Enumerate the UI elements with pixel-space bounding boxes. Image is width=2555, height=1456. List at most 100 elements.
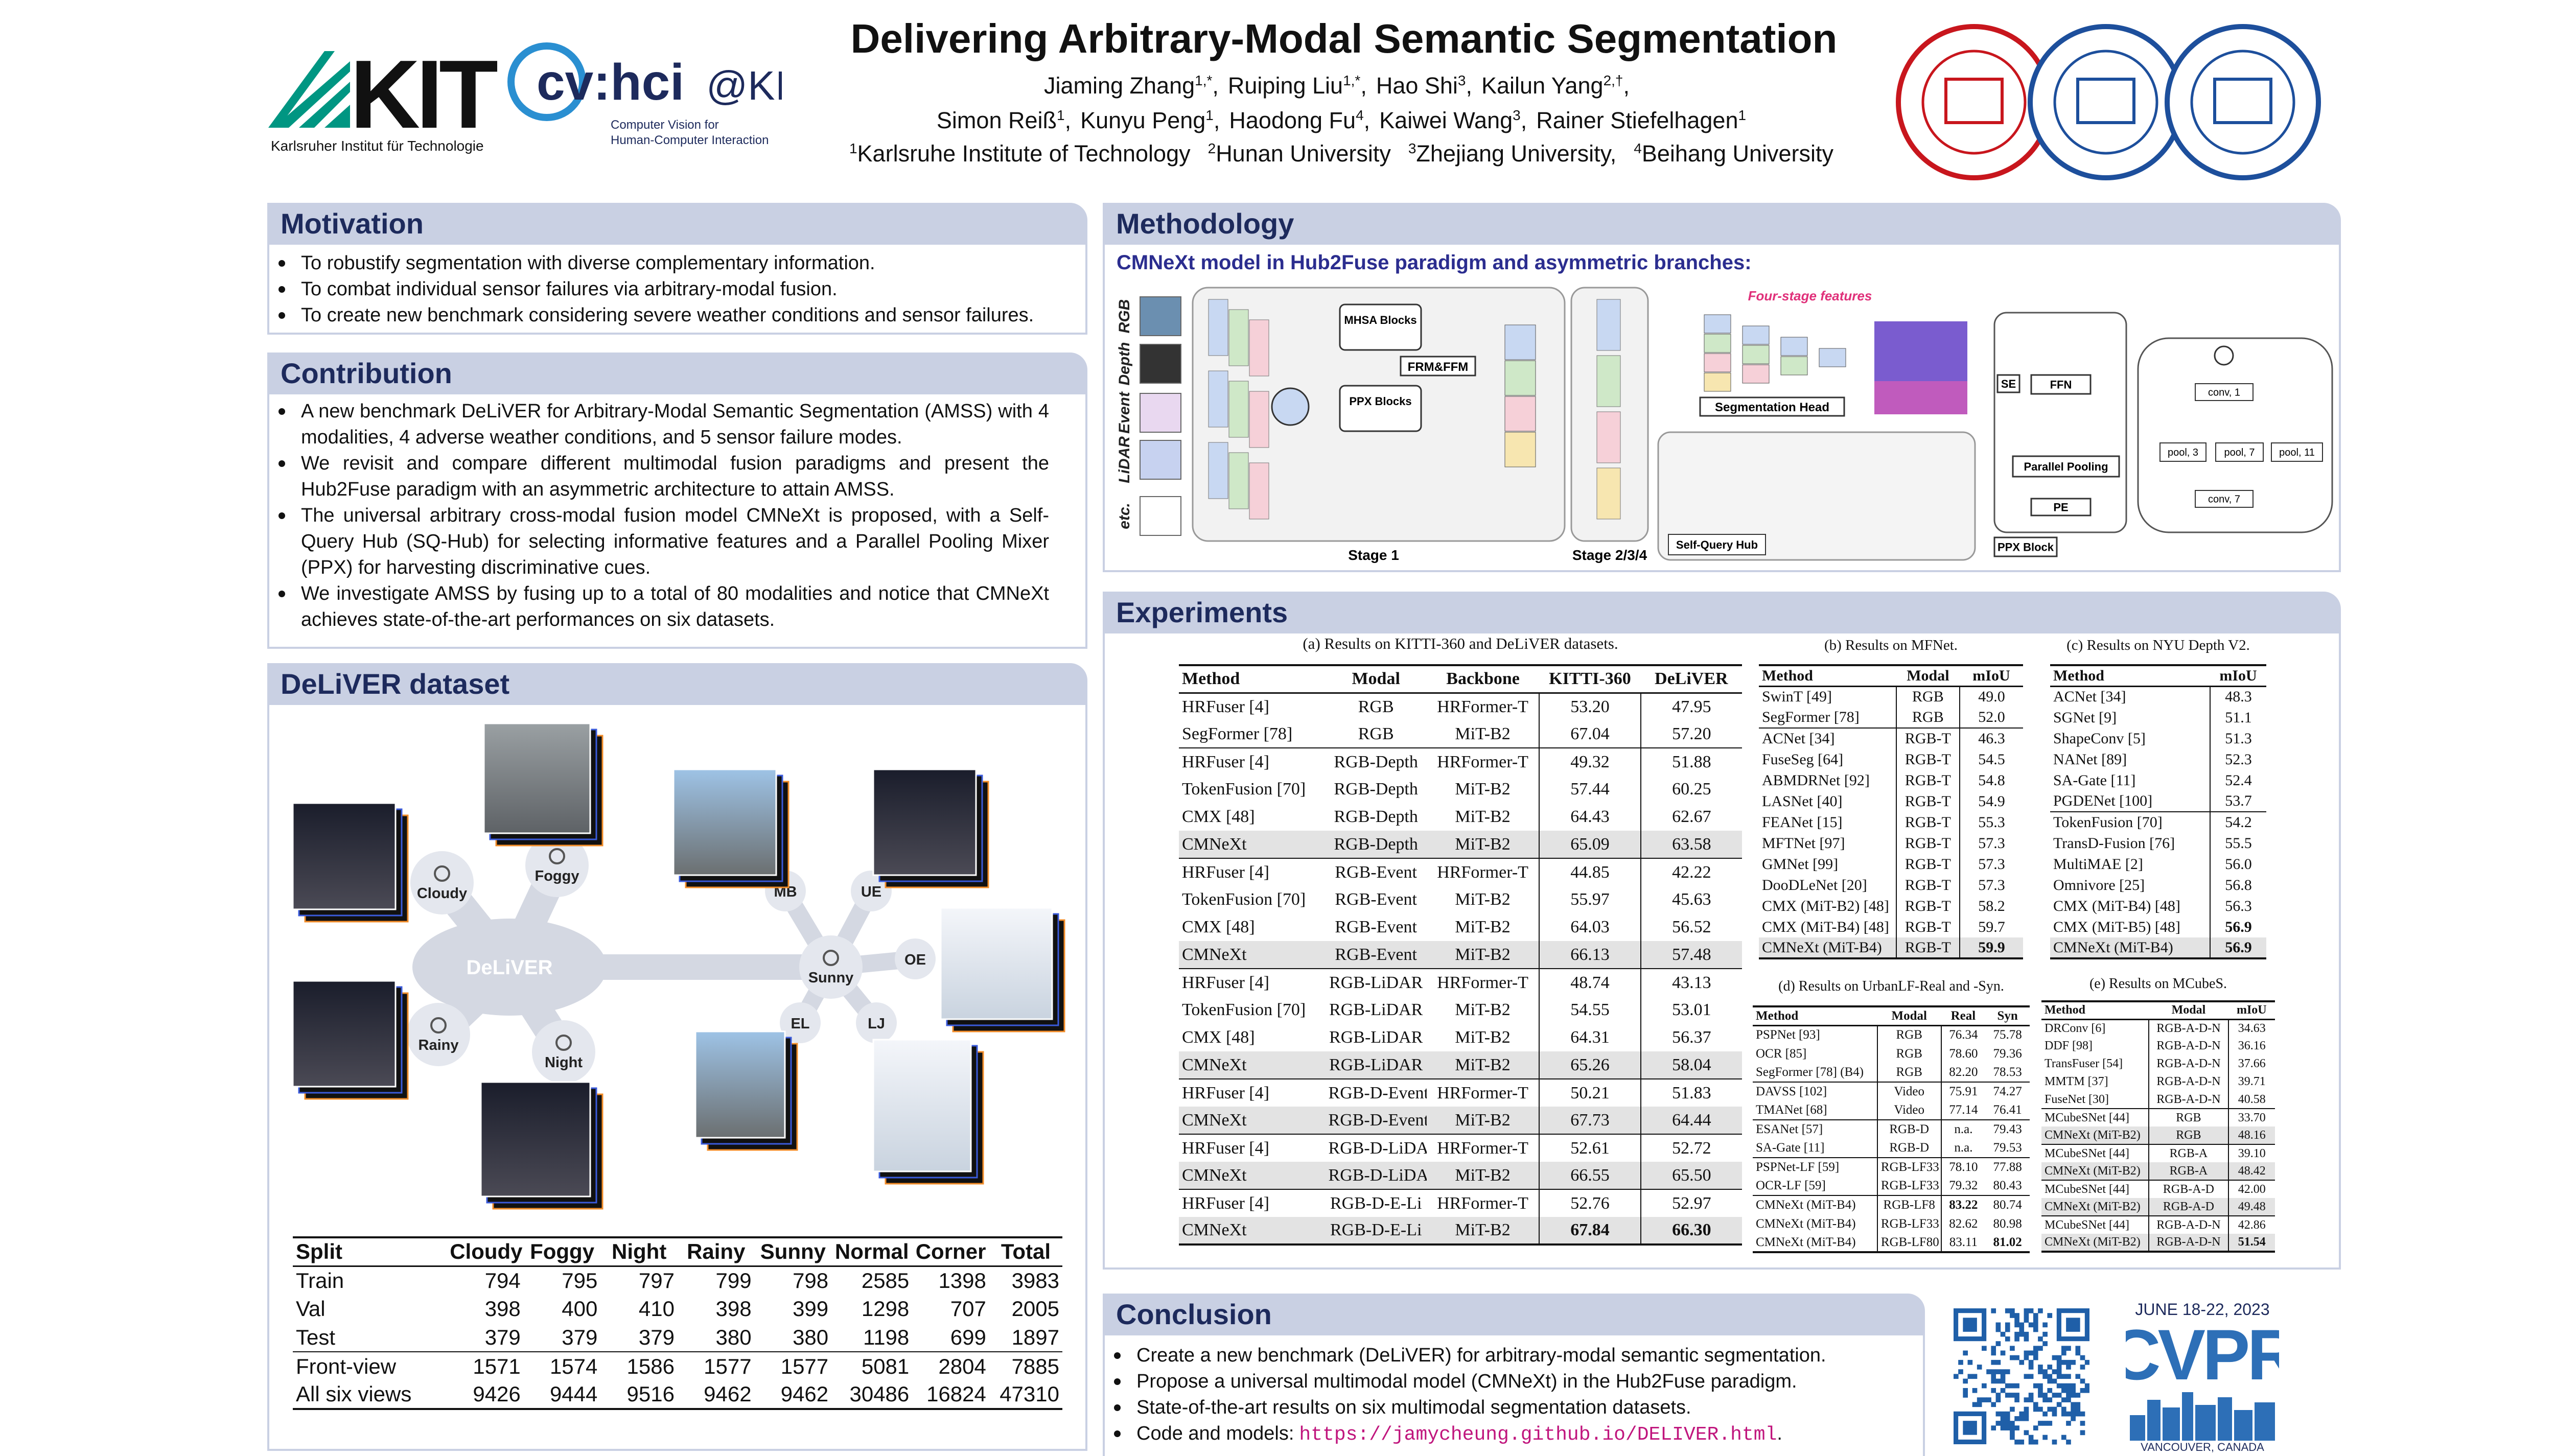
table-cell: 57.3	[1959, 833, 2023, 854]
table-cell: 50.21	[1539, 1079, 1641, 1107]
qr-cell	[2042, 1341, 2048, 1346]
header-cell: Syn	[1985, 1006, 2030, 1026]
qr-cell	[1967, 1374, 1973, 1379]
table-cell: MiT-B2	[1455, 1000, 1511, 1019]
header-row: Split Cloudy Foggy Night Rainy Sunny Normal Cor…	[293, 1237, 1062, 1267]
table-cell: 379	[447, 1323, 524, 1352]
qr-cell	[2056, 1383, 2062, 1389]
affil-name: Hunan University	[1216, 140, 1391, 167]
table-cell: RGB-LiDAR	[1325, 1051, 1427, 1079]
table-cell: 400	[562, 1297, 598, 1321]
qr-cell	[2066, 1383, 2071, 1389]
header-cell: Total	[989, 1237, 1062, 1267]
table-cell: RGB-D	[1876, 1139, 1941, 1158]
affil-number: 4	[1634, 140, 1642, 156]
table-row: TokenFusion [70] 54.2	[2050, 812, 2266, 833]
author-sep: ,	[1212, 73, 1219, 99]
table-cell: 65.50	[1640, 1162, 1742, 1190]
feature-cube	[1228, 381, 1249, 438]
table-cell: RGB-T	[1895, 875, 1960, 896]
table-cell: 46.3	[1959, 728, 2023, 749]
table-cell: RGB-LiDAR	[1329, 973, 1423, 992]
table-cell: 45.63	[1640, 886, 1742, 913]
qr-cell	[2028, 1322, 2034, 1328]
qr-cell	[2061, 1406, 2066, 1412]
table-cell: 42.00	[2227, 1180, 2275, 1198]
table-cell: 47310	[1000, 1382, 1059, 1406]
qr-cell	[2038, 1406, 2043, 1412]
section-header: Methodology	[1103, 203, 2341, 245]
qr-cell	[1991, 1369, 1996, 1374]
table-row: SegFormer [78] RGB MiT-B2 67.04 57.20	[1179, 720, 1742, 748]
table-cell: 55.97	[1539, 886, 1641, 913]
table-cell: TokenFusion [70]	[1182, 1000, 1306, 1019]
table-cell: HRFormer-T	[1437, 752, 1528, 771]
qr-cell	[1963, 1378, 1968, 1384]
table-cell: 3983	[1011, 1268, 1059, 1293]
table-cell: 1198	[831, 1323, 913, 1352]
qr-finder	[1954, 1308, 1987, 1342]
qr-cell	[2052, 1393, 2057, 1398]
affil-name: Beihang University	[1641, 140, 1834, 167]
table-cell: 64.31	[1539, 1024, 1641, 1051]
qr-cell	[2033, 1355, 2038, 1360]
block	[1668, 534, 1766, 555]
qr-cell	[2019, 1411, 2025, 1417]
qr-cell	[2019, 1359, 2025, 1365]
qr-cell	[1991, 1350, 1996, 1356]
author-affil: 1,*	[1343, 73, 1361, 88]
table-cell: ACNet [34]	[2053, 688, 2126, 706]
modality-label: Depth	[1117, 342, 1133, 386]
block-label: pool, 11	[2279, 447, 2315, 458]
table-cell: RGB-A-D-N	[2148, 1091, 2228, 1109]
qr-cell	[2056, 1365, 2062, 1370]
table-cell: 52.97	[1640, 1189, 1742, 1217]
table-row: Omnivore [25] 56.8	[2050, 875, 2266, 896]
qr-cell	[2024, 1350, 2029, 1356]
modality-thumb	[1140, 393, 1181, 433]
table-cell: 65.09	[1539, 831, 1641, 859]
qr-cell	[2014, 1331, 2019, 1337]
table-cell: RGB-D-Event	[1325, 1107, 1427, 1135]
failure-node	[780, 1002, 821, 1043]
table-cell: 2005	[1011, 1297, 1059, 1321]
qr-cell	[2014, 1383, 2019, 1389]
scene-image	[872, 1039, 972, 1172]
failure-label: UE	[861, 884, 881, 900]
condition-node	[525, 834, 589, 897]
bullet-item: We revisit and compare different multimo…	[278, 451, 1049, 503]
table-cell: CMNeXt	[1179, 1217, 1326, 1244]
qr-cell	[1982, 1397, 1987, 1402]
table-row: OCR [85] RGB 78.60 79.36	[1753, 1044, 2030, 1063]
qr-cell	[2019, 1331, 2025, 1337]
qr-cell	[2047, 1406, 2053, 1412]
table-row: CMNeXt (MiT-B4) RGB-LF8 83.22 80.74	[1753, 1195, 2030, 1214]
scene-image	[292, 980, 397, 1088]
qr-cell	[2000, 1378, 2006, 1384]
table-cell: RGB-T	[1895, 728, 1960, 749]
table-cell: DRConv [6]	[2045, 1021, 2106, 1035]
table-cell: HRFormer-T	[1437, 697, 1528, 716]
table-row: All six views 9426 9444 9516 9462 9462 30486 16…	[293, 1380, 1062, 1409]
condition-icon	[555, 1035, 572, 1051]
table-row: HRFuser [4] RGB HRFormer-T 53.20 47.95	[1179, 693, 1742, 720]
skyline	[2255, 1402, 2275, 1441]
qr-cell	[2000, 1425, 2006, 1430]
table-cell: RGB-LF8	[1876, 1195, 1941, 1214]
table-cell: PSPNet [93]	[1756, 1028, 1820, 1042]
qr-cell	[2066, 1365, 2071, 1370]
code-link[interactable]: https://jamycheung.github.io/DELIVER.htm…	[1299, 1424, 1777, 1446]
qr-cell	[1958, 1369, 1963, 1374]
qr-cell	[2066, 1411, 2071, 1417]
qr-cell	[2000, 1421, 2006, 1426]
qr-cell	[2028, 1439, 2034, 1445]
feature-cube	[1228, 452, 1249, 509]
qr-cell	[1991, 1359, 1996, 1365]
header-row: Method Modal Backbone KITTI-360 DeLiVER	[1179, 665, 1742, 694]
table-cell: MiT-B2	[1455, 918, 1511, 936]
table-cell: HRFuser [4]	[1182, 752, 1269, 771]
qr-cell	[2084, 1359, 2089, 1365]
section-body	[267, 245, 1087, 335]
kit-mark: KIT	[350, 41, 498, 149]
